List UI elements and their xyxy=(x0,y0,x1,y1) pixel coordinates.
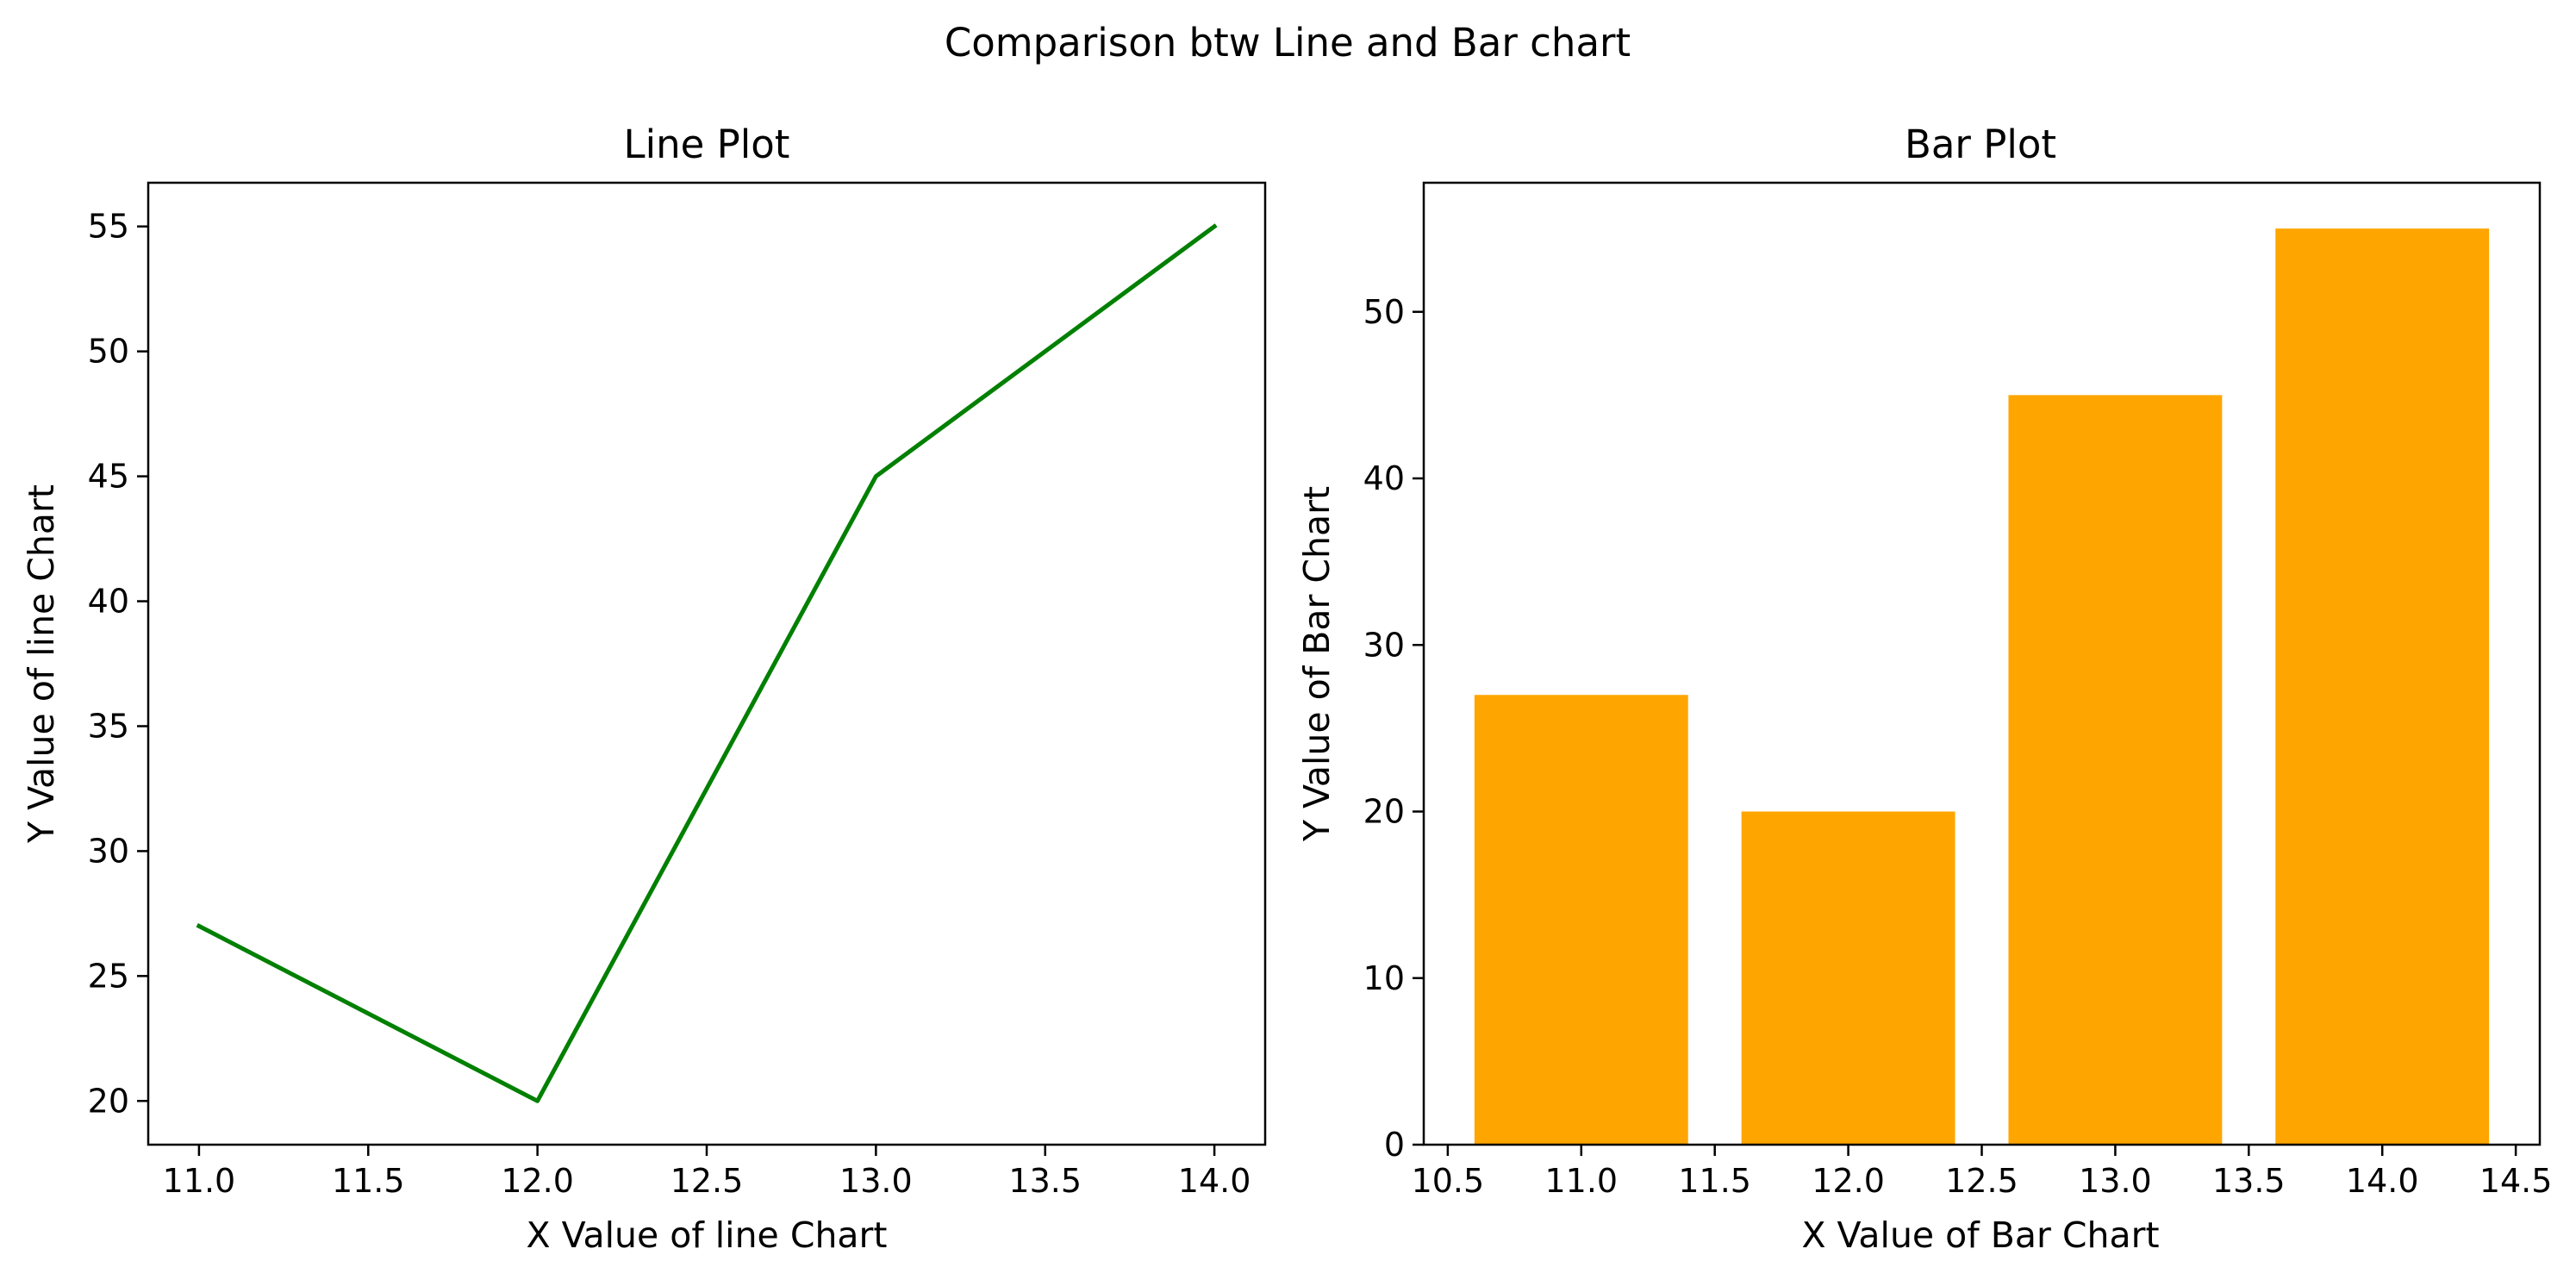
line-plot-x-tick-label: 12.5 xyxy=(671,1162,744,1200)
line-plot-y-tick-label: 20 xyxy=(88,1082,129,1120)
bar-plot-y-axis-label: Y Value of Bar Chart xyxy=(1296,486,1338,842)
bar-plot-x-tick-label: 11.5 xyxy=(1678,1162,1751,1200)
bar-plot-y-tick-label: 40 xyxy=(1363,459,1405,497)
bar xyxy=(1474,695,1688,1145)
bar-plot-y-tick-label: 50 xyxy=(1363,293,1405,331)
bar-plot-x-tick-label: 14.5 xyxy=(2479,1162,2553,1200)
bar-plot-x-ticks: 10.5 11.0 11.5 12.0 12.5 13.0 13.5 14.0 14.5 xyxy=(1412,1145,2553,1200)
bar-plot-x-tick-label: 10.5 xyxy=(1412,1162,1485,1200)
bar-plot-y-tick-label: 30 xyxy=(1363,626,1405,664)
bar-plot-y-ticks: 0 10 20 30 40 50 xyxy=(1363,293,1424,1164)
line-plot-y-ticks: 20 25 30 35 40 45 50 55 xyxy=(88,208,148,1120)
bar-plot-marks xyxy=(1474,228,2490,1146)
bar-plot-x-tick-label: 14.0 xyxy=(2346,1162,2419,1200)
line-plot-x-tick-label: 11.5 xyxy=(332,1162,405,1200)
line-plot-frame xyxy=(147,181,1267,1146)
line-plot-y-axis-label: Y Value of line Chart xyxy=(21,484,62,844)
line-plot-y-tick-label: 35 xyxy=(88,707,129,745)
line-plot-title: Line Plot xyxy=(624,122,790,167)
bar-plot-frame xyxy=(1422,181,2542,1146)
line-plot-x-tick-label: 13.0 xyxy=(839,1162,913,1200)
line-plot-y-tick-label: 40 xyxy=(88,583,129,621)
line-plot-y-tick-label: 45 xyxy=(88,458,129,496)
line-plot-y-tick-label: 55 xyxy=(88,208,129,246)
bar-plot-y-tick-label: 10 xyxy=(1363,959,1405,997)
line-plot-y-tick-label: 30 xyxy=(88,832,129,870)
line-plot-x-tick-label: 12.0 xyxy=(501,1162,574,1200)
bar-plot-x-tick-label: 13.5 xyxy=(2212,1162,2286,1200)
line-plot-y-tick-label: 50 xyxy=(88,333,129,371)
bar-plot-y-tick-label: 0 xyxy=(1384,1126,1405,1164)
line-plot-y-tick-label: 25 xyxy=(88,957,129,995)
bar-plot-x-tick-label: 12.0 xyxy=(1812,1162,1885,1200)
bar-plot-title: Bar Plot xyxy=(1905,122,2056,167)
line-plot-x-tick-label: 13.5 xyxy=(1008,1162,1082,1200)
bar-plot-x-tick-label: 13.0 xyxy=(2079,1162,2152,1200)
bar-plot-y-tick-label: 20 xyxy=(1363,793,1405,831)
bar-plot-x-tick-label: 12.5 xyxy=(1945,1162,2018,1200)
line-plot-x-tick-label: 11.0 xyxy=(163,1162,236,1200)
bar xyxy=(2275,228,2490,1146)
line-plot-x-tick-label: 14.0 xyxy=(1178,1162,1251,1200)
bar-plot-x-axis-label: X Value of Bar Chart xyxy=(1801,1214,2159,1256)
line-plot-marks xyxy=(196,223,1218,1103)
line-plot-x-axis-label: X Value of line Chart xyxy=(527,1214,888,1256)
bar xyxy=(2008,395,2223,1145)
line-series xyxy=(196,223,1218,1103)
bar-plot-axes: Bar Plot 10.5 11.0 11.5 12.0 12.5 13.0 13.5 14.… xyxy=(1296,122,2552,1256)
bar xyxy=(1741,811,1955,1145)
figure-suptitle: Comparison btw Line and Bar chart xyxy=(945,20,1631,66)
line-plot-axes: Line Plot 11.0 11.5 12.0 12.5 13.0 13.5 14.0 2… xyxy=(21,122,1267,1256)
line-plot-x-ticks: 11.0 11.5 12.0 12.5 13.0 13.5 14.0 xyxy=(163,1145,1251,1200)
bar-plot-x-tick-label: 11.0 xyxy=(1544,1162,1618,1200)
